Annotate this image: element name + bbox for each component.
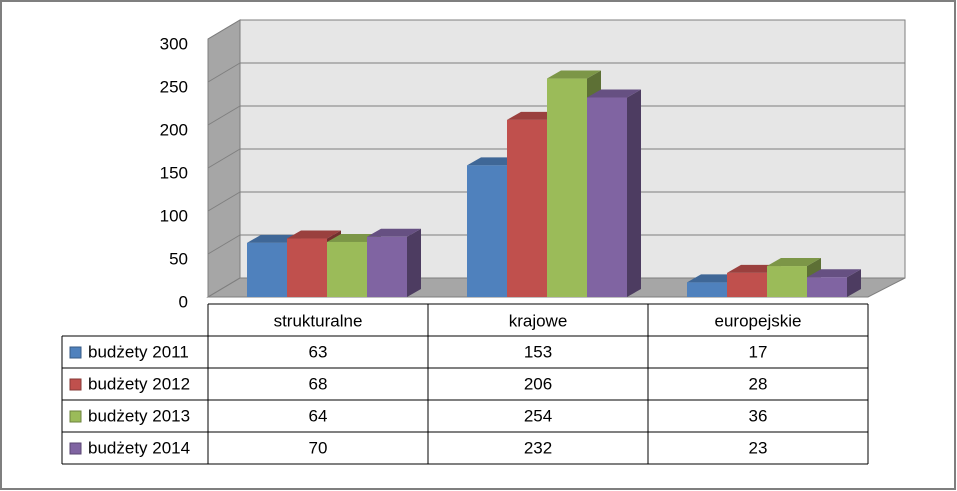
bar-front xyxy=(327,241,367,297)
legend-label: budżety 2011 xyxy=(88,342,189,361)
grid-line-side xyxy=(207,148,241,169)
bar-front xyxy=(367,236,407,297)
table-value: 36 xyxy=(749,406,768,425)
bar-side xyxy=(847,269,861,297)
table-value: 232 xyxy=(524,438,552,457)
grid-line-side xyxy=(207,19,241,40)
table-header: europejskie xyxy=(715,311,802,330)
bar-front xyxy=(767,266,807,297)
bar xyxy=(367,228,421,297)
grid-line-side xyxy=(207,277,241,298)
bar-top xyxy=(367,228,421,237)
y-tick-label: 200 xyxy=(160,120,188,139)
bar xyxy=(807,269,861,297)
table-value: 64 xyxy=(309,406,328,425)
table-value: 63 xyxy=(309,342,328,361)
table-value: 17 xyxy=(749,342,768,361)
legend-label: budżety 2012 xyxy=(88,374,190,393)
grid-line xyxy=(207,62,905,83)
bar-side xyxy=(627,89,641,297)
table-value: 254 xyxy=(524,406,552,425)
grid-line xyxy=(207,19,905,40)
bar xyxy=(767,258,821,297)
grid-line-side xyxy=(207,191,241,212)
table-value: 23 xyxy=(749,438,768,457)
legend-swatch xyxy=(69,346,82,359)
bar-top xyxy=(587,89,641,98)
bar-front xyxy=(687,282,727,297)
bar-front xyxy=(587,97,627,297)
grid-line-side xyxy=(207,234,241,255)
legend-swatch xyxy=(69,410,82,423)
table-value: 68 xyxy=(309,374,328,393)
table-header: krajowe xyxy=(509,311,568,330)
table-value: 70 xyxy=(309,438,328,457)
bar-front xyxy=(287,238,327,297)
y-tick-label: 150 xyxy=(160,163,188,182)
table-value: 28 xyxy=(749,374,768,393)
legend-label: budżety 2013 xyxy=(88,406,190,425)
y-tick-label: 100 xyxy=(160,206,188,225)
bar-side xyxy=(407,228,421,297)
bar-front xyxy=(727,272,767,297)
grid-line-side xyxy=(207,62,241,83)
bar-top xyxy=(767,258,821,267)
y-tick-label: 300 xyxy=(160,34,188,53)
grid-line-side xyxy=(207,105,241,126)
bar-front xyxy=(547,78,587,297)
bar-front xyxy=(507,119,547,297)
bar-front xyxy=(467,165,507,297)
bar-top xyxy=(807,269,861,278)
bar-front xyxy=(247,242,287,297)
table-header: strukturalne xyxy=(274,311,363,330)
bar xyxy=(587,89,641,297)
table-value: 153 xyxy=(524,342,552,361)
legend-swatch xyxy=(69,442,82,455)
bar-top xyxy=(547,70,601,79)
legend-swatch xyxy=(69,378,82,391)
y-tick-label: 50 xyxy=(169,249,188,268)
bar-top xyxy=(287,230,341,239)
y-tick-label: 0 xyxy=(179,292,188,311)
y-tick-label: 250 xyxy=(160,77,188,96)
bar-front xyxy=(807,277,847,297)
legend-label: budżety 2014 xyxy=(88,438,190,457)
table-value: 206 xyxy=(524,374,552,393)
